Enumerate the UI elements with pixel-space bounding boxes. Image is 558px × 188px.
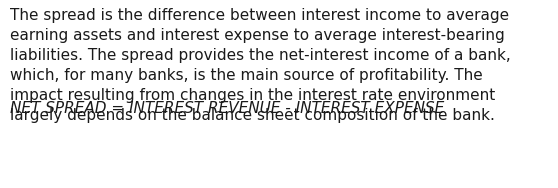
Text: NET SPREAD = INTEREST REVENUE - INTEREST EXPENSE: NET SPREAD = INTEREST REVENUE - INTEREST…: [10, 101, 444, 116]
Text: The spread is the difference between interest income to average
earning assets a: The spread is the difference between int…: [10, 8, 511, 123]
